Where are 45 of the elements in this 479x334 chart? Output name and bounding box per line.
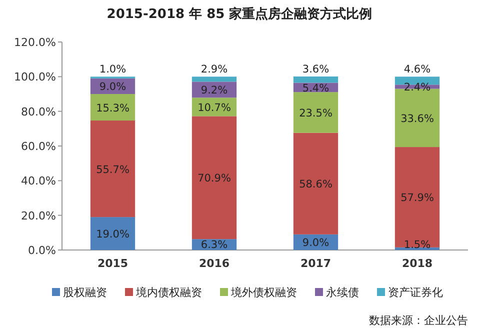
x-tick-label: 2016 xyxy=(198,257,230,270)
source-note: 数据来源：企业公告 xyxy=(369,314,468,327)
bar xyxy=(90,94,136,121)
x-tick-label: 2017 xyxy=(300,257,332,270)
data-label: 23.5% xyxy=(299,107,332,120)
bar xyxy=(192,76,237,82)
y-tick-label: 120.0% xyxy=(14,36,56,49)
legend-label: 股权融资 xyxy=(63,286,107,299)
legend-label: 资产证券化 xyxy=(388,286,443,299)
bar xyxy=(293,76,338,83)
data-label: 70.9% xyxy=(198,172,231,185)
y-tick-label: 40.0% xyxy=(21,174,56,188)
bar xyxy=(192,116,237,240)
data-label: 58.6% xyxy=(299,178,332,191)
bar xyxy=(90,217,136,250)
data-label: 57.9% xyxy=(400,192,434,204)
y-tick-label: 0.0% xyxy=(28,244,56,257)
data-label: 19.0% xyxy=(96,228,130,241)
data-label: 9.0% xyxy=(302,237,330,250)
data-label: 1.0% xyxy=(99,64,126,76)
data-label: 6.3% xyxy=(200,239,228,251)
y-tick-label: 80.0% xyxy=(21,105,56,118)
data-label: 9.0% xyxy=(99,81,126,94)
legend-label: 永续债 xyxy=(326,286,359,299)
bar xyxy=(394,147,440,248)
data-label: 2.9% xyxy=(200,64,228,76)
x-tick-label: 2018 xyxy=(402,257,433,270)
bar xyxy=(90,120,136,218)
data-label: 10.7% xyxy=(198,102,231,114)
legend-label: 境外债权融资 xyxy=(230,286,297,299)
data-label: 9.2% xyxy=(200,84,228,97)
x-tick-label: 2015 xyxy=(97,257,128,270)
data-label: 15.3% xyxy=(96,102,130,114)
y-tick-label: 20.0% xyxy=(21,209,56,222)
y-tick-label: 100.0% xyxy=(14,70,56,84)
y-tick-label: 60.0% xyxy=(21,140,56,153)
data-label: 5.4% xyxy=(302,82,330,94)
legend-label: 境内债权融资 xyxy=(135,286,202,299)
bar xyxy=(293,92,338,133)
data-label: 33.6% xyxy=(400,112,434,125)
data-label: 3.6% xyxy=(302,63,330,76)
chart-title: 2015-2018 年 85 家重点房企融资方式比例 xyxy=(106,6,372,22)
bar xyxy=(293,132,338,234)
data-label: 55.7% xyxy=(96,164,130,176)
data-label: 4.6% xyxy=(404,64,431,76)
